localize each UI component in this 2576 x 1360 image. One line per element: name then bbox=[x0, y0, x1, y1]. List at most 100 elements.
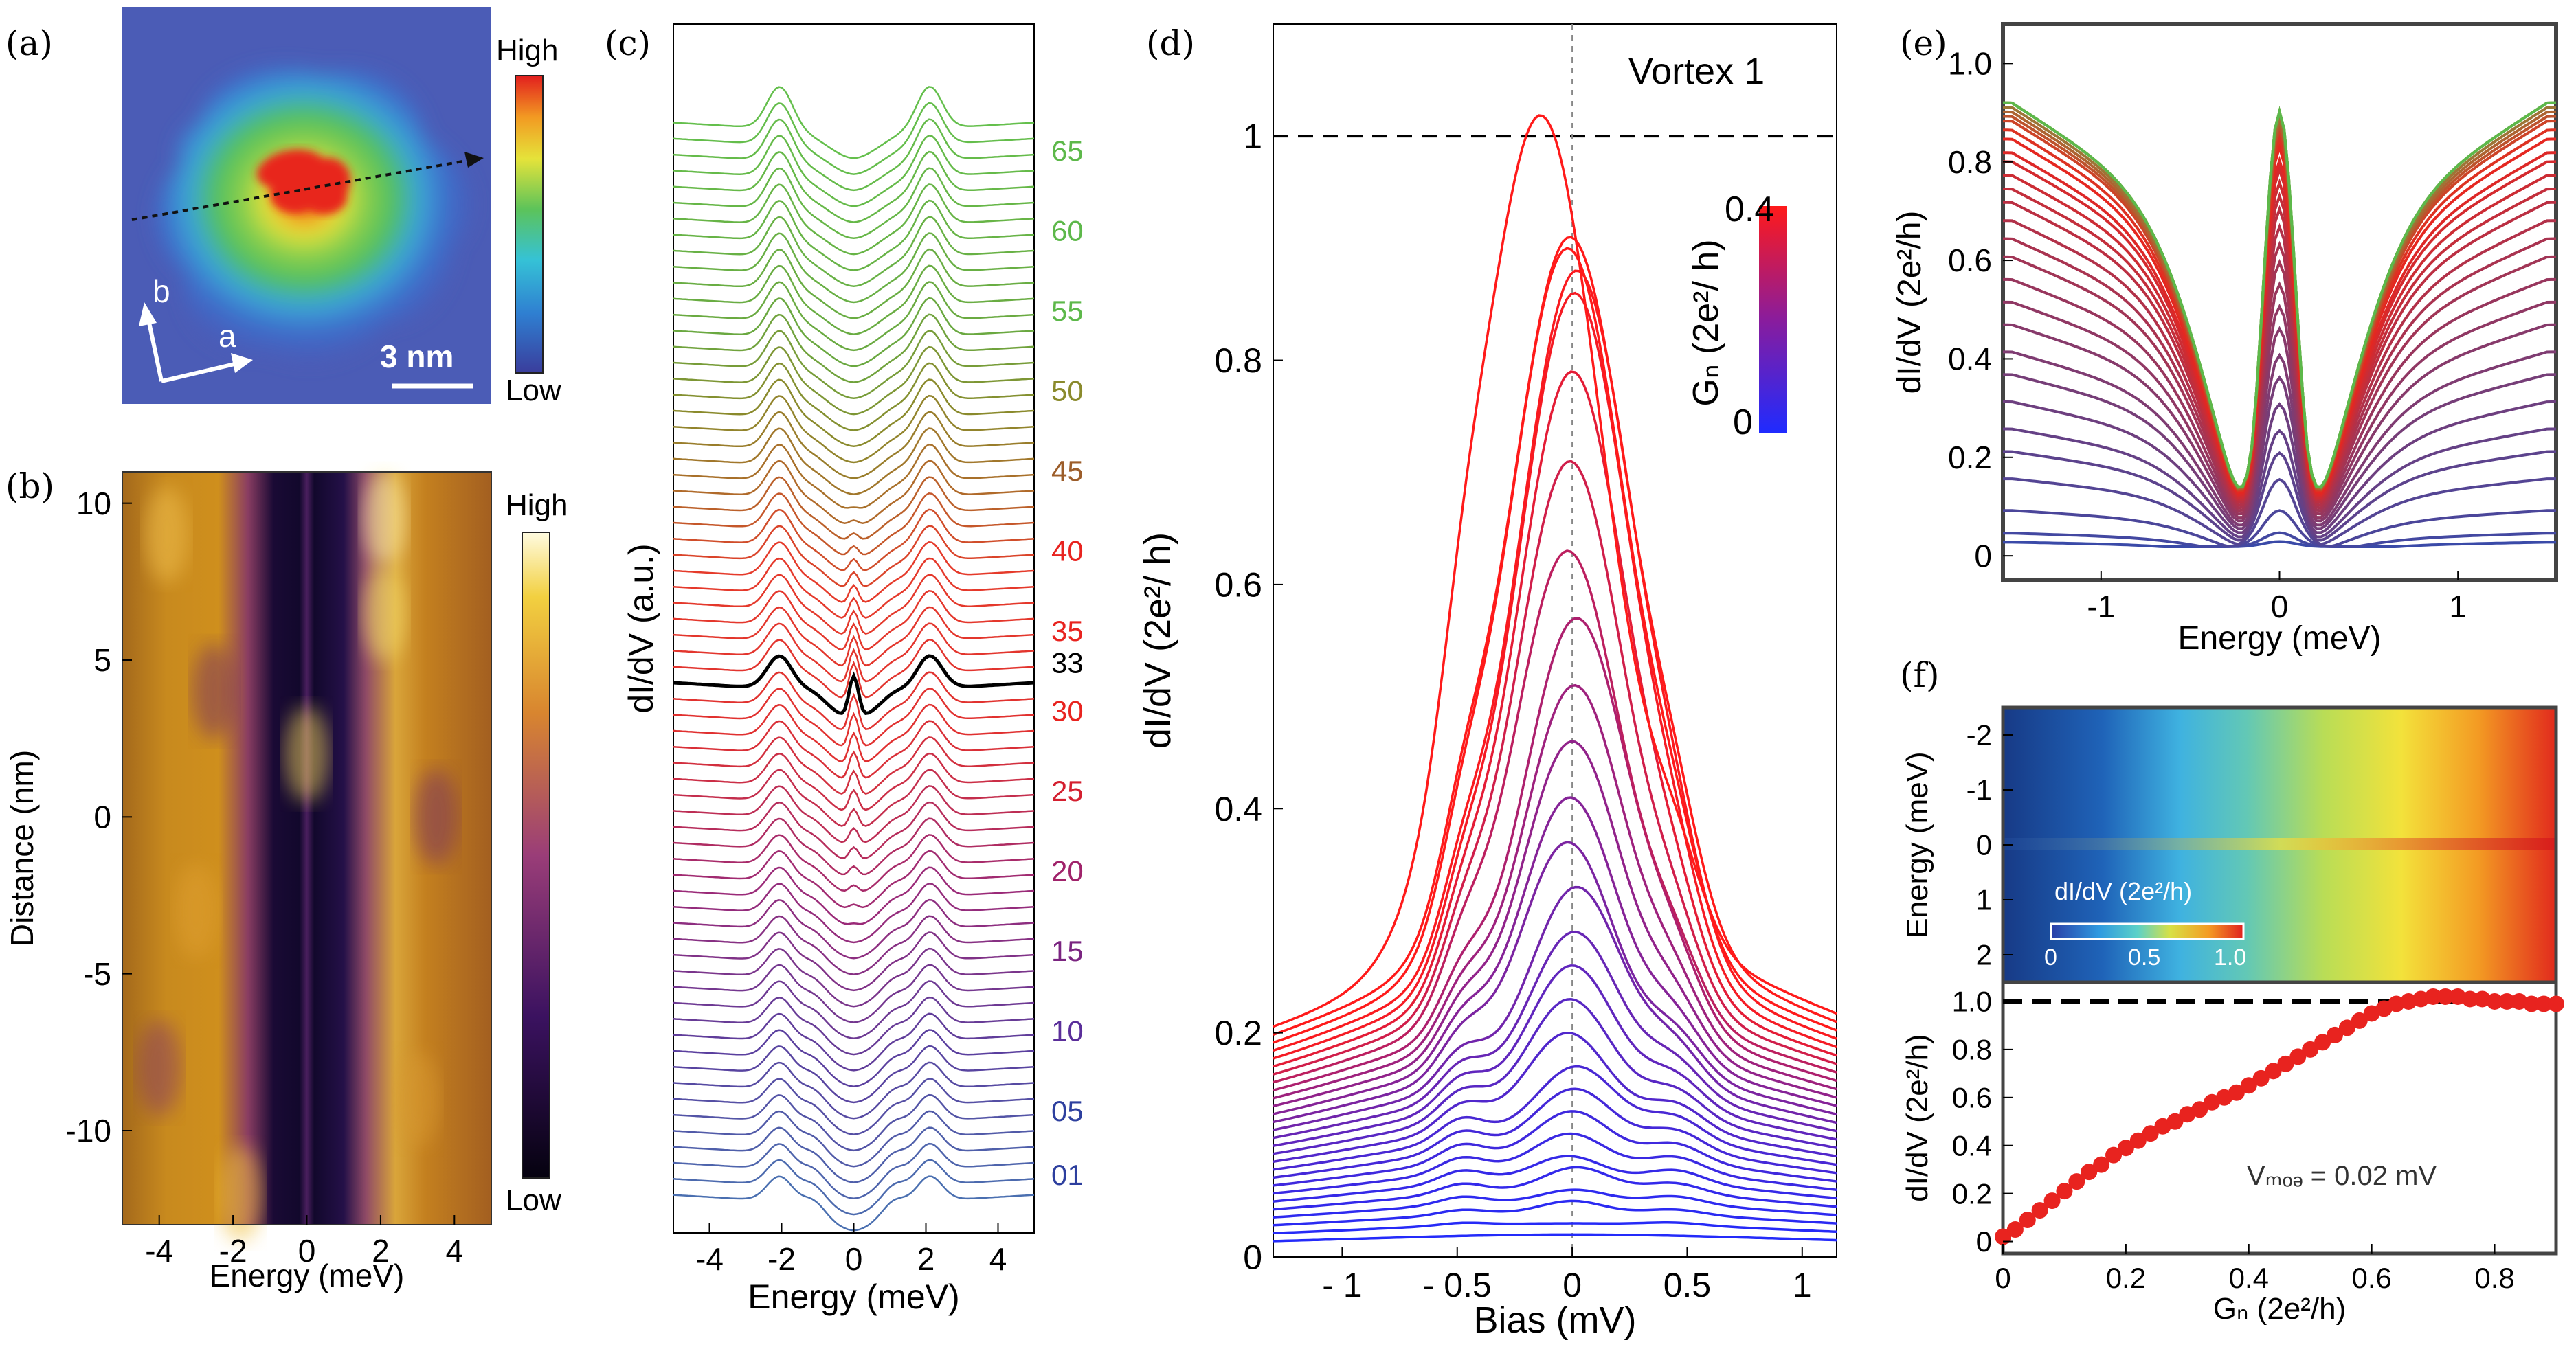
spectrum-curve-46 bbox=[673, 443, 1035, 509]
conductance-curve-22 bbox=[1273, 460, 1837, 1076]
ytick-label: 1 bbox=[1243, 117, 1262, 156]
panel-d: (d) - 1 - 0.5 0 0.5 1 0 0.2 0.4 0.6 0.8 1 Bias (mV)… bbox=[1137, 23, 1837, 1341]
spectrum-curve-31 bbox=[673, 688, 1035, 747]
conductance-curve-5 bbox=[1273, 1166, 1837, 1211]
xtick-label: 1 bbox=[1793, 1266, 1812, 1304]
colorbar-f-label: dI/dV (2e²/h) bbox=[2054, 877, 2192, 905]
ytick-label: 0.2 bbox=[1948, 440, 1992, 475]
xtick-label: 4 bbox=[989, 1241, 1007, 1277]
curve-label: 35 bbox=[1051, 615, 1084, 647]
ytick-label: 0.6 bbox=[1948, 242, 1992, 278]
spectrum-curve-27 bbox=[673, 752, 1035, 811]
xtick-label: 0.4 bbox=[2229, 1262, 2269, 1294]
xtick-label: -2 bbox=[768, 1241, 796, 1277]
spectrum-curve-29 bbox=[673, 720, 1035, 779]
xtick-label: 0 bbox=[2271, 589, 2289, 624]
ytick-label: 0.6 bbox=[1952, 1081, 1992, 1113]
spectrum-curve-59 bbox=[673, 232, 1035, 304]
curve-label: 33 bbox=[1051, 646, 1084, 679]
curve-label: 10 bbox=[1051, 1015, 1084, 1047]
normalized-curve-18 bbox=[2003, 174, 2556, 500]
spectrum-curve-9 bbox=[673, 1045, 1035, 1104]
scatter-point bbox=[2474, 990, 2491, 1008]
colorbar-b-low: Low bbox=[506, 1183, 561, 1217]
scatter-point bbox=[2511, 993, 2528, 1010]
plot-frame-c bbox=[673, 23, 1035, 1234]
spectrum-curve-54 bbox=[673, 313, 1035, 383]
curve-label: 20 bbox=[1051, 854, 1084, 887]
normalized-curve-3 bbox=[2003, 509, 2556, 548]
spectrum-curve-68 bbox=[673, 86, 1035, 159]
spectrum-curve-18 bbox=[673, 898, 1035, 960]
spectrum-curve-61 bbox=[673, 199, 1035, 271]
annotation-vmod: Vₘₒₔ = 0.02 mV bbox=[2247, 1161, 2437, 1191]
ytick-label: 0 bbox=[1976, 829, 1992, 861]
ytick-label: 0.4 bbox=[1948, 341, 1992, 377]
xtick-label: - 0.5 bbox=[1423, 1266, 1492, 1304]
conductance-curve-20 bbox=[1273, 617, 1837, 1091]
scatter-point bbox=[2338, 1019, 2355, 1036]
scatter-point bbox=[2191, 1101, 2208, 1118]
panel-label-c: (c) bbox=[605, 23, 651, 63]
spectrum-curve-60 bbox=[673, 216, 1035, 287]
scatter-point bbox=[2498, 993, 2516, 1010]
scatter-point bbox=[2461, 990, 2478, 1008]
colorbar-b-high: High bbox=[506, 488, 568, 522]
y-axis-label: dI/dV (2e²/h) bbox=[1892, 211, 1928, 394]
spectrum-curve-41 bbox=[673, 525, 1035, 587]
normalized-curve-9 bbox=[2003, 350, 2556, 527]
conductance-curve-10 bbox=[1273, 1065, 1837, 1171]
normalized-curve-1 bbox=[2003, 540, 2556, 548]
panel-label-e: (e) bbox=[1900, 23, 1947, 63]
curve-label: 25 bbox=[1051, 775, 1084, 807]
spectrum-curve-65 bbox=[673, 135, 1035, 207]
conductance-curve-13 bbox=[1273, 964, 1837, 1147]
spectrum-curve-22 bbox=[673, 834, 1035, 892]
ytick-label: 0 bbox=[1974, 538, 1992, 574]
conductance-curve-18 bbox=[1273, 740, 1837, 1108]
ytick-label: 2 bbox=[1976, 939, 1992, 971]
spectrum-curve-7 bbox=[673, 1078, 1035, 1135]
spectrum-curve-13 bbox=[673, 980, 1035, 1040]
xtick-label: 4 bbox=[446, 1233, 464, 1269]
ytick-label: -10 bbox=[66, 1113, 111, 1148]
spectrum-curve-32 bbox=[673, 671, 1035, 731]
conductance-curve-4 bbox=[1273, 1188, 1837, 1219]
scatter-point bbox=[2388, 995, 2405, 1012]
normalized-curve-15 bbox=[2003, 219, 2556, 507]
scatter-point bbox=[2240, 1077, 2257, 1094]
curve-label: 50 bbox=[1051, 374, 1084, 407]
spectrum-curve-26 bbox=[673, 769, 1035, 827]
spectrum-curve-33 bbox=[673, 654, 1035, 715]
ytick-label: 0.8 bbox=[1948, 144, 1992, 180]
spectrum-curve-37 bbox=[673, 590, 1035, 651]
curve-label: 30 bbox=[1051, 694, 1084, 727]
ytick-label: 0.2 bbox=[1214, 1014, 1262, 1052]
colorbar-d bbox=[1759, 206, 1787, 433]
spectrum-curve-58 bbox=[673, 248, 1035, 319]
heatmap-feature bbox=[192, 643, 237, 740]
ytick-label: 0.8 bbox=[1952, 1034, 1992, 1066]
ytick-label: -5 bbox=[83, 956, 111, 992]
colorbar-f-tick-05: 0.5 bbox=[2128, 944, 2160, 971]
colorbar-f-tick-1: 1.0 bbox=[2214, 944, 2246, 971]
spectrum-curve-20 bbox=[673, 866, 1035, 925]
normalized-curve-12 bbox=[2003, 277, 2556, 516]
spectrum-curve-62 bbox=[673, 183, 1035, 256]
spectrum-curve-12 bbox=[673, 996, 1035, 1056]
conductance-curve-25 bbox=[1273, 269, 1837, 1052]
ytick-label: 0 bbox=[93, 799, 111, 835]
curve-label: 45 bbox=[1051, 455, 1084, 487]
heatmap-feature bbox=[284, 706, 329, 802]
conductance-curve-19 bbox=[1273, 683, 1837, 1100]
conductance-curve-1 bbox=[1273, 1233, 1837, 1243]
axis-b-label: b bbox=[153, 273, 170, 309]
spectrum-curve-25 bbox=[673, 785, 1035, 843]
scatter-point bbox=[2327, 1026, 2343, 1043]
ytick-label: 1.0 bbox=[1952, 986, 1992, 1018]
linecut-arrow bbox=[131, 158, 475, 221]
spectrum-curve-38 bbox=[673, 574, 1035, 635]
conductance-curve-21 bbox=[1273, 549, 1837, 1084]
normalized-curve-17 bbox=[2003, 188, 2556, 502]
